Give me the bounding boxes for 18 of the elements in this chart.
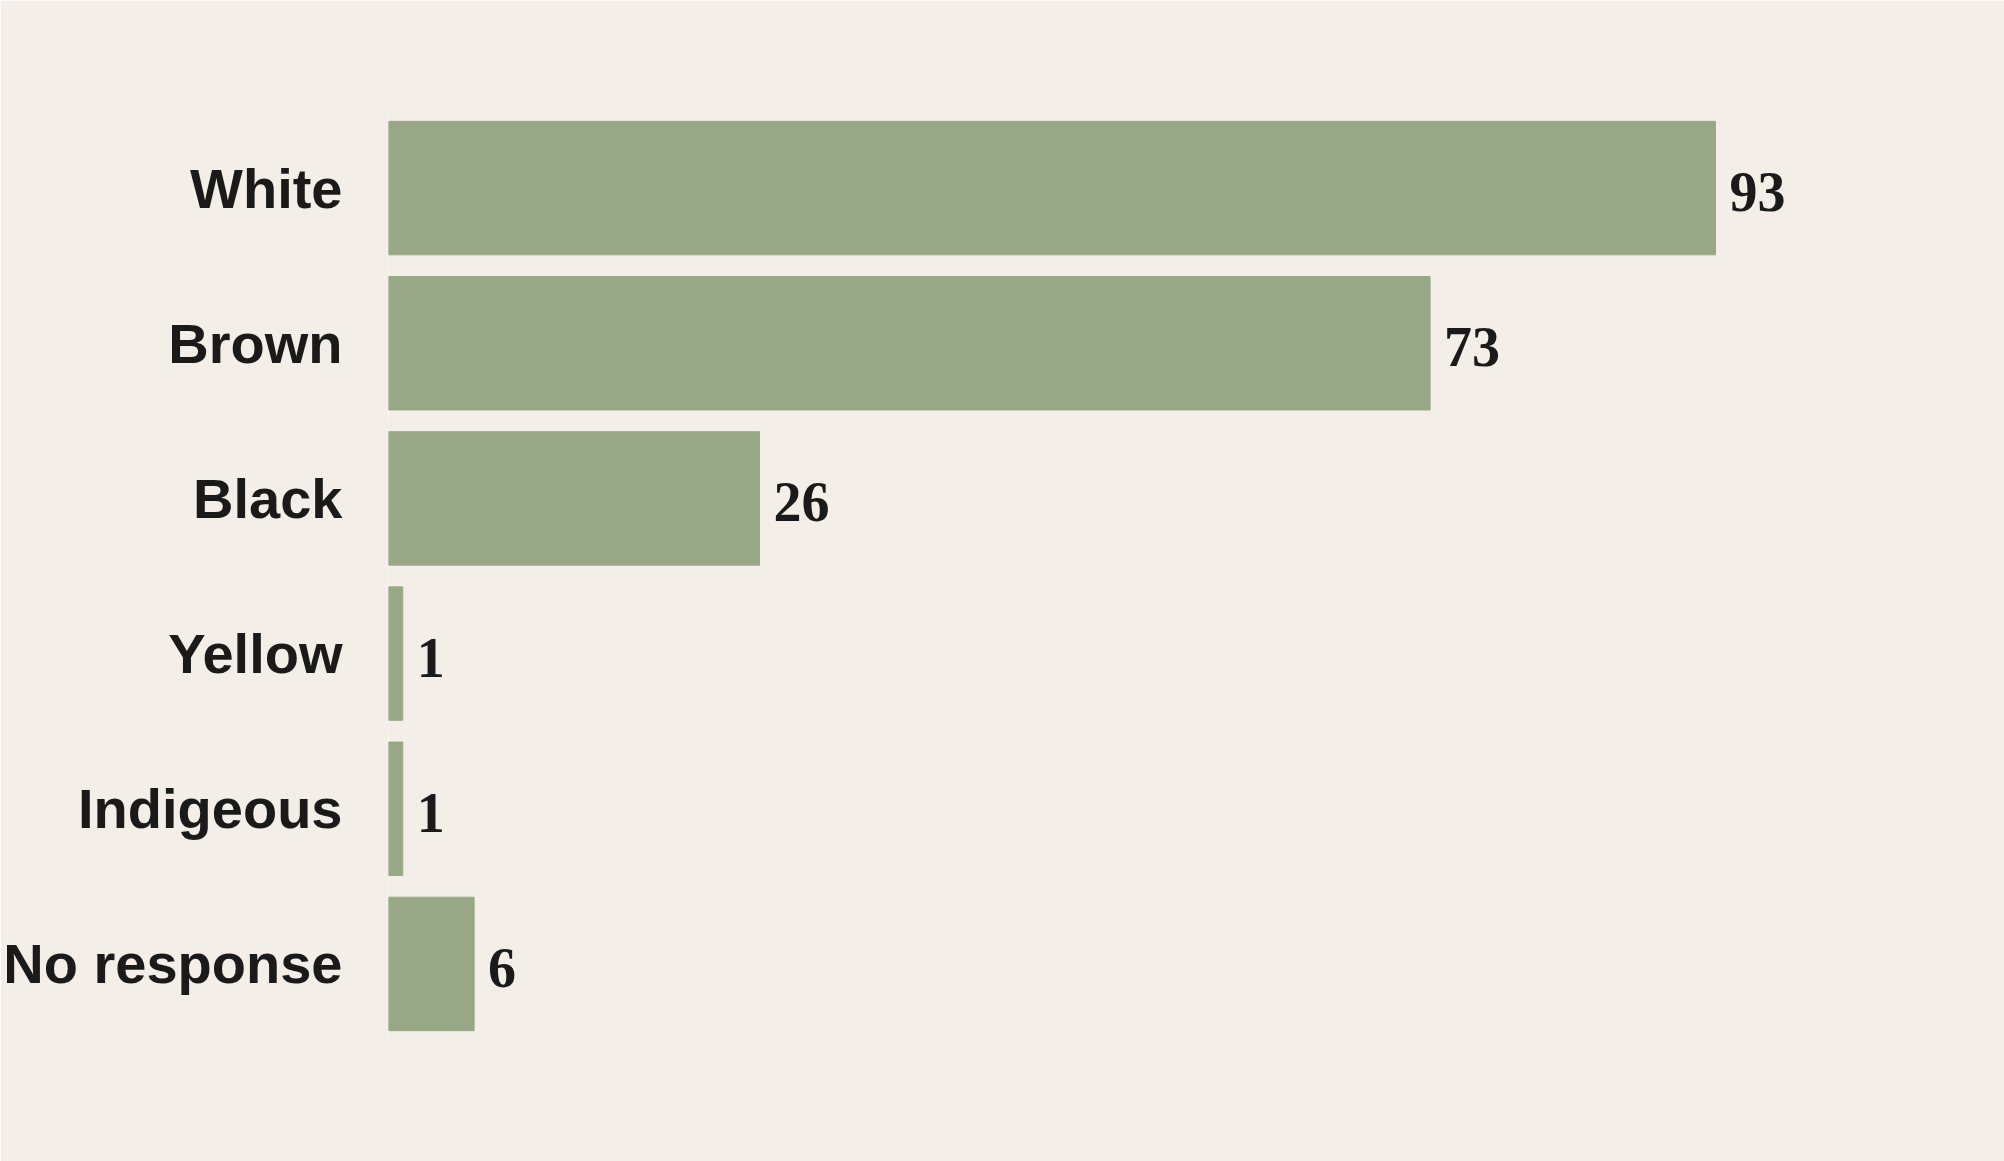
data-label: 93 bbox=[1729, 161, 1786, 224]
y-tick-label: White bbox=[190, 156, 343, 220]
bar bbox=[388, 586, 404, 721]
y-tick-label: Indigeous bbox=[78, 777, 343, 841]
data-label: 1 bbox=[416, 626, 445, 689]
y-tick-label: Yellow bbox=[168, 622, 343, 686]
data-label: 6 bbox=[488, 936, 517, 999]
y-tick-label: Brown bbox=[168, 311, 343, 375]
y-tick-label: No response bbox=[3, 932, 343, 996]
bar bbox=[388, 431, 760, 566]
data-label: 73 bbox=[1444, 316, 1501, 379]
bar bbox=[388, 276, 1431, 411]
bar bbox=[388, 741, 404, 876]
y-tick-label: Black bbox=[193, 466, 344, 530]
data-label: 26 bbox=[773, 471, 830, 534]
bar bbox=[388, 120, 1716, 256]
data-label: 1 bbox=[416, 781, 445, 844]
bar bbox=[388, 896, 475, 1032]
